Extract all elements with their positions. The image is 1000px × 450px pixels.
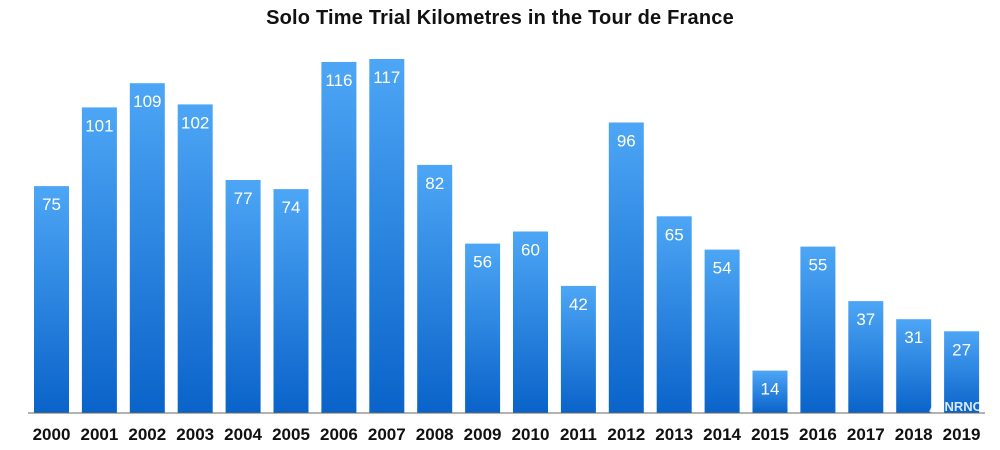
- x-tick-label-2015: 2015: [751, 425, 789, 444]
- bar-2000: [34, 186, 69, 413]
- bar-value-label-2005: 74: [282, 198, 301, 217]
- bar-2010: [513, 231, 548, 413]
- bar-value-label-2018: 31: [904, 328, 923, 347]
- x-axis-tick-labels: 2000 2001 2002 2003 2004 2005 2006 2007 2008 2009…: [33, 425, 981, 444]
- x-tick-label-2000: 2000: [33, 425, 71, 444]
- bar-2012: [608, 122, 644, 413]
- x-tick-label-2012: 2012: [607, 425, 645, 444]
- bar-2005: [273, 189, 309, 413]
- x-tick-label-2018: 2018: [895, 425, 933, 444]
- bar-value-label-2012: 96: [617, 132, 636, 151]
- x-tick-label-2011: 2011: [560, 425, 597, 444]
- bar-value-label-2017: 37: [856, 310, 875, 329]
- bar-value-label-2013: 65: [665, 225, 684, 244]
- bar-2007: [369, 59, 405, 413]
- watermark-logo: NRNC: [929, 397, 983, 414]
- x-tick-label-2007: 2007: [368, 425, 406, 444]
- bar-value-label-2011: 42: [569, 295, 588, 314]
- x-tick-label-2010: 2010: [512, 425, 550, 444]
- x-tick-label-2003: 2003: [176, 425, 214, 444]
- x-tick-label-2019: 2019: [943, 425, 981, 444]
- x-tick-label-2005: 2005: [272, 425, 310, 444]
- x-tick-label-2006: 2006: [320, 425, 358, 444]
- bar-2019: [944, 331, 980, 413]
- bar-value-label-2003: 102: [181, 113, 209, 132]
- x-tick-label-2009: 2009: [464, 425, 502, 444]
- bar-2003: [177, 104, 213, 414]
- bar-value-label-2001: 101: [85, 116, 113, 135]
- bar-value-label-2000: 75: [42, 195, 61, 214]
- bar-2001: [81, 107, 117, 414]
- bar-2009: [465, 243, 501, 413]
- bar-value-label-2010: 60: [521, 241, 540, 260]
- watermark-text: NRNC: [944, 399, 982, 414]
- bar-2002: [129, 83, 165, 413]
- bar-2008: [417, 164, 453, 413]
- bar-value-label-2016: 55: [808, 256, 827, 275]
- x-tick-label-2017: 2017: [847, 425, 885, 444]
- bar-value-label-2002: 109: [133, 92, 161, 111]
- bar-2015: [752, 370, 788, 413]
- x-tick-label-2008: 2008: [416, 425, 454, 444]
- bar-2006: [321, 62, 357, 413]
- bar-2004: [225, 180, 261, 413]
- bar-2016: [800, 246, 836, 413]
- bar-value-label-2015: 14: [761, 380, 780, 399]
- bar-2013: [656, 216, 692, 413]
- chart-title: Solo Time Trial Kilometres in the Tour d…: [266, 7, 734, 29]
- bar-2018: [896, 319, 932, 413]
- bar-value-label-2009: 56: [473, 253, 492, 272]
- x-tick-label-2014: 2014: [703, 425, 741, 444]
- bar-value-label-2019: 27: [952, 340, 971, 359]
- x-tick-label-2016: 2016: [799, 425, 837, 444]
- bar-value-label-2006: 116: [325, 71, 352, 90]
- x-tick-label-2002: 2002: [128, 425, 166, 444]
- bar-2017: [848, 301, 884, 413]
- bar-value-label-2014: 54: [713, 259, 732, 278]
- bar-2011: [560, 285, 596, 413]
- bar-value-label-2007: 117: [373, 68, 400, 87]
- bars-layer: 75 101 109 102 77 74 116 117 82 56 60 42 96 65 54 14 55 3…: [34, 59, 980, 414]
- bar-value-label-2004: 77: [234, 189, 253, 208]
- x-tick-label-2004: 2004: [224, 425, 262, 444]
- x-tick-label-2013: 2013: [655, 425, 693, 444]
- x-tick-label-2001: 2001: [80, 425, 118, 444]
- bar-2014: [704, 249, 740, 413]
- bar-value-label-2008: 82: [425, 174, 444, 193]
